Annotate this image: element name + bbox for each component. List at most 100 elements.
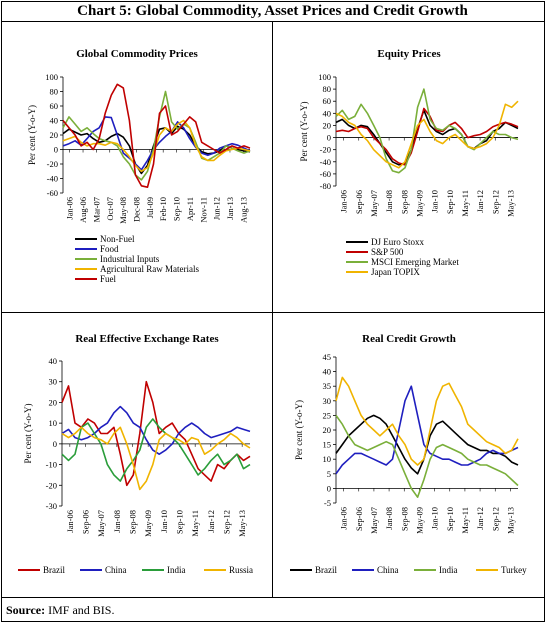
legend-label: China (377, 565, 399, 575)
y-tick-label: 15 (323, 440, 332, 450)
x-tick-label: Jan-10 (159, 510, 169, 533)
legend-label: China (105, 565, 127, 575)
row-divider (1, 312, 545, 313)
x-tick-label: Jan-12 (206, 510, 216, 533)
x-tick-label: Sep-10 (445, 190, 455, 214)
x-tick-label: Jan-12 (475, 507, 485, 530)
legend-label: MSCI Emerging Market (371, 257, 459, 267)
series-line-russia (61, 426, 251, 491)
x-tick-label: Jun-12 (212, 197, 222, 220)
x-tick-label: Oct-07 (105, 197, 115, 221)
y-tick-label: 80 (323, 84, 332, 94)
series-line-msci-emerging-market (335, 88, 519, 174)
y-tick-label: -80 (320, 181, 331, 191)
x-tick-label: May-13 (505, 190, 515, 217)
x-tick-label: Sep-12 (222, 510, 232, 534)
y-tick-label: 80 (50, 87, 59, 97)
x-tick-label: May-13 (505, 507, 515, 534)
legend-label: Fuel (100, 274, 117, 284)
chart-title: Real Effective Exchange Rates (75, 333, 219, 345)
x-tick-label: Aug-13 (238, 197, 248, 223)
source-label: Source: (6, 603, 46, 617)
y-tick-label: 45 (323, 352, 332, 362)
x-tick-label: May-07 (369, 190, 379, 217)
x-tick-label: Sep-08 (128, 510, 138, 534)
x-tick-label: Feb-10 (158, 197, 168, 221)
legend-label: India (439, 565, 458, 575)
series-line-india (61, 418, 251, 482)
y-tick-label: 0 (53, 439, 57, 449)
y-tick-label: 100 (45, 72, 58, 82)
y-tick-label: 100 (318, 72, 331, 82)
x-tick-label: May-11 (190, 510, 200, 537)
series-line-dj-euro-stoxx (335, 109, 519, 166)
x-tick-label: May-13 (237, 510, 247, 537)
legend-label: Brazil (43, 565, 65, 575)
y-tick-label: 25 (323, 410, 332, 420)
x-tick-label: Jan-06 (339, 190, 349, 213)
series-line-japan-topix (335, 100, 519, 169)
y-tick-label: -20 (47, 159, 58, 169)
y-axis-label: Per cent (Y-o-Y) (299, 102, 309, 162)
y-tick-label: 20 (323, 120, 332, 130)
y-tick-label: 0 (327, 483, 331, 493)
x-tick-label: Jan-06 (65, 197, 75, 220)
legend-label: Agricultural Raw Materials (100, 264, 199, 274)
legend-label: Russia (229, 565, 253, 575)
x-tick-label: Nov-11 (198, 197, 208, 223)
y-tick-label: -30 (46, 501, 57, 511)
y-tick-label: 60 (323, 96, 332, 106)
y-axis-label: Per cent (Y-o-Y) (294, 400, 304, 460)
x-tick-label: Apr-11 (185, 197, 195, 221)
legend-label: Industrial Inputs (100, 254, 160, 264)
y-tick-label: 20 (50, 130, 59, 140)
x-tick-label: Sep-08 (399, 190, 409, 214)
y-tick-label: 10 (49, 418, 58, 428)
y-tick-label: 35 (323, 381, 332, 391)
y-tick-label: 5 (327, 469, 331, 479)
y-tick-label: -60 (47, 188, 58, 198)
y-tick-label: -5 (324, 498, 331, 508)
y-tick-label: 20 (323, 425, 332, 435)
x-tick-label: Jan-08 (112, 510, 122, 533)
x-tick-label: Sep-06 (354, 507, 364, 531)
series-line-india (335, 414, 519, 499)
chart-title: Real Credit Growth (362, 333, 456, 345)
legend-label: Food (100, 244, 119, 254)
y-tick-label: -40 (47, 174, 58, 184)
y-tick-label: 60 (50, 101, 59, 111)
chart-title: Global Commodity Prices (76, 48, 198, 60)
y-axis-label: Per cent (Y-o-Y) (27, 105, 37, 165)
x-tick-label: Sep-10 (445, 507, 455, 531)
x-tick-label: Jul-09 (145, 197, 155, 218)
y-tick-label: 30 (49, 377, 58, 387)
legend-label: DJ Euro Stoxx (371, 237, 425, 247)
legend-label: Non-Fuel (100, 234, 135, 244)
x-tick-label: May-07 (96, 510, 106, 537)
column-divider (272, 21, 273, 597)
x-tick-label: May-07 (369, 507, 379, 534)
x-tick-label: Jan-13 (225, 197, 235, 220)
y-tick-label: 40 (323, 108, 332, 118)
x-tick-label: Sep-10 (175, 510, 185, 534)
y-tick-label: -20 (46, 480, 57, 490)
x-tick-label: Sep-12 (490, 507, 500, 531)
title-divider (1, 21, 545, 22)
y-tick-label: -40 (320, 157, 331, 167)
legend-label: Japan TOPIX (371, 267, 420, 277)
x-tick-label: Sep-06 (81, 510, 91, 534)
x-tick-label: May-08 (118, 197, 128, 224)
x-tick-label: Sep-08 (399, 507, 409, 531)
y-tick-label: 10 (323, 454, 332, 464)
y-tick-label: -10 (46, 460, 57, 470)
chart-title: Equity Prices (377, 48, 441, 60)
x-tick-label: Aug-06 (78, 197, 88, 223)
legend-label: S&P 500 (371, 247, 404, 257)
x-tick-label: Jan-10 (430, 190, 440, 213)
x-tick-label: Dec-08 (131, 197, 141, 222)
x-tick-label: Mar-07 (91, 197, 101, 222)
